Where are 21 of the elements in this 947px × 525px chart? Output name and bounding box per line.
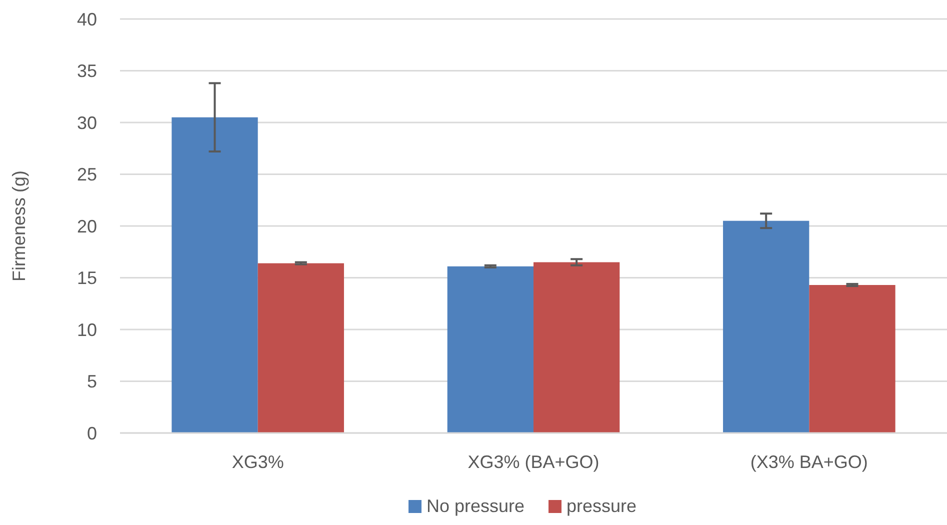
legend-label: pressure [566, 496, 637, 516]
y-tick-label: 15 [76, 268, 97, 288]
y-tick-label: 25 [76, 164, 97, 185]
x-tick-label: XG3% [232, 452, 284, 472]
y-tick-label: 20 [76, 216, 97, 236]
x-tick-label: XG3% (BA+GO) [468, 452, 600, 472]
bar [172, 117, 258, 433]
legend-label: No pressure [426, 496, 525, 516]
bar [534, 262, 620, 433]
y-tick-label: 35 [76, 61, 97, 82]
y-tick-label: 0 [86, 423, 97, 444]
y-tick-label: 30 [76, 112, 97, 133]
y-tick-label: 10 [76, 320, 97, 340]
bar [258, 263, 344, 433]
bar [809, 284, 896, 433]
y-tick-label: 5 [86, 372, 97, 392]
bar [447, 266, 534, 433]
y-axis-title: Firmeness (g) [9, 170, 29, 282]
y-tick-label: 40 [76, 9, 97, 30]
x-tick-label: (X3% BA+GO) [750, 452, 868, 472]
bar [723, 220, 810, 433]
